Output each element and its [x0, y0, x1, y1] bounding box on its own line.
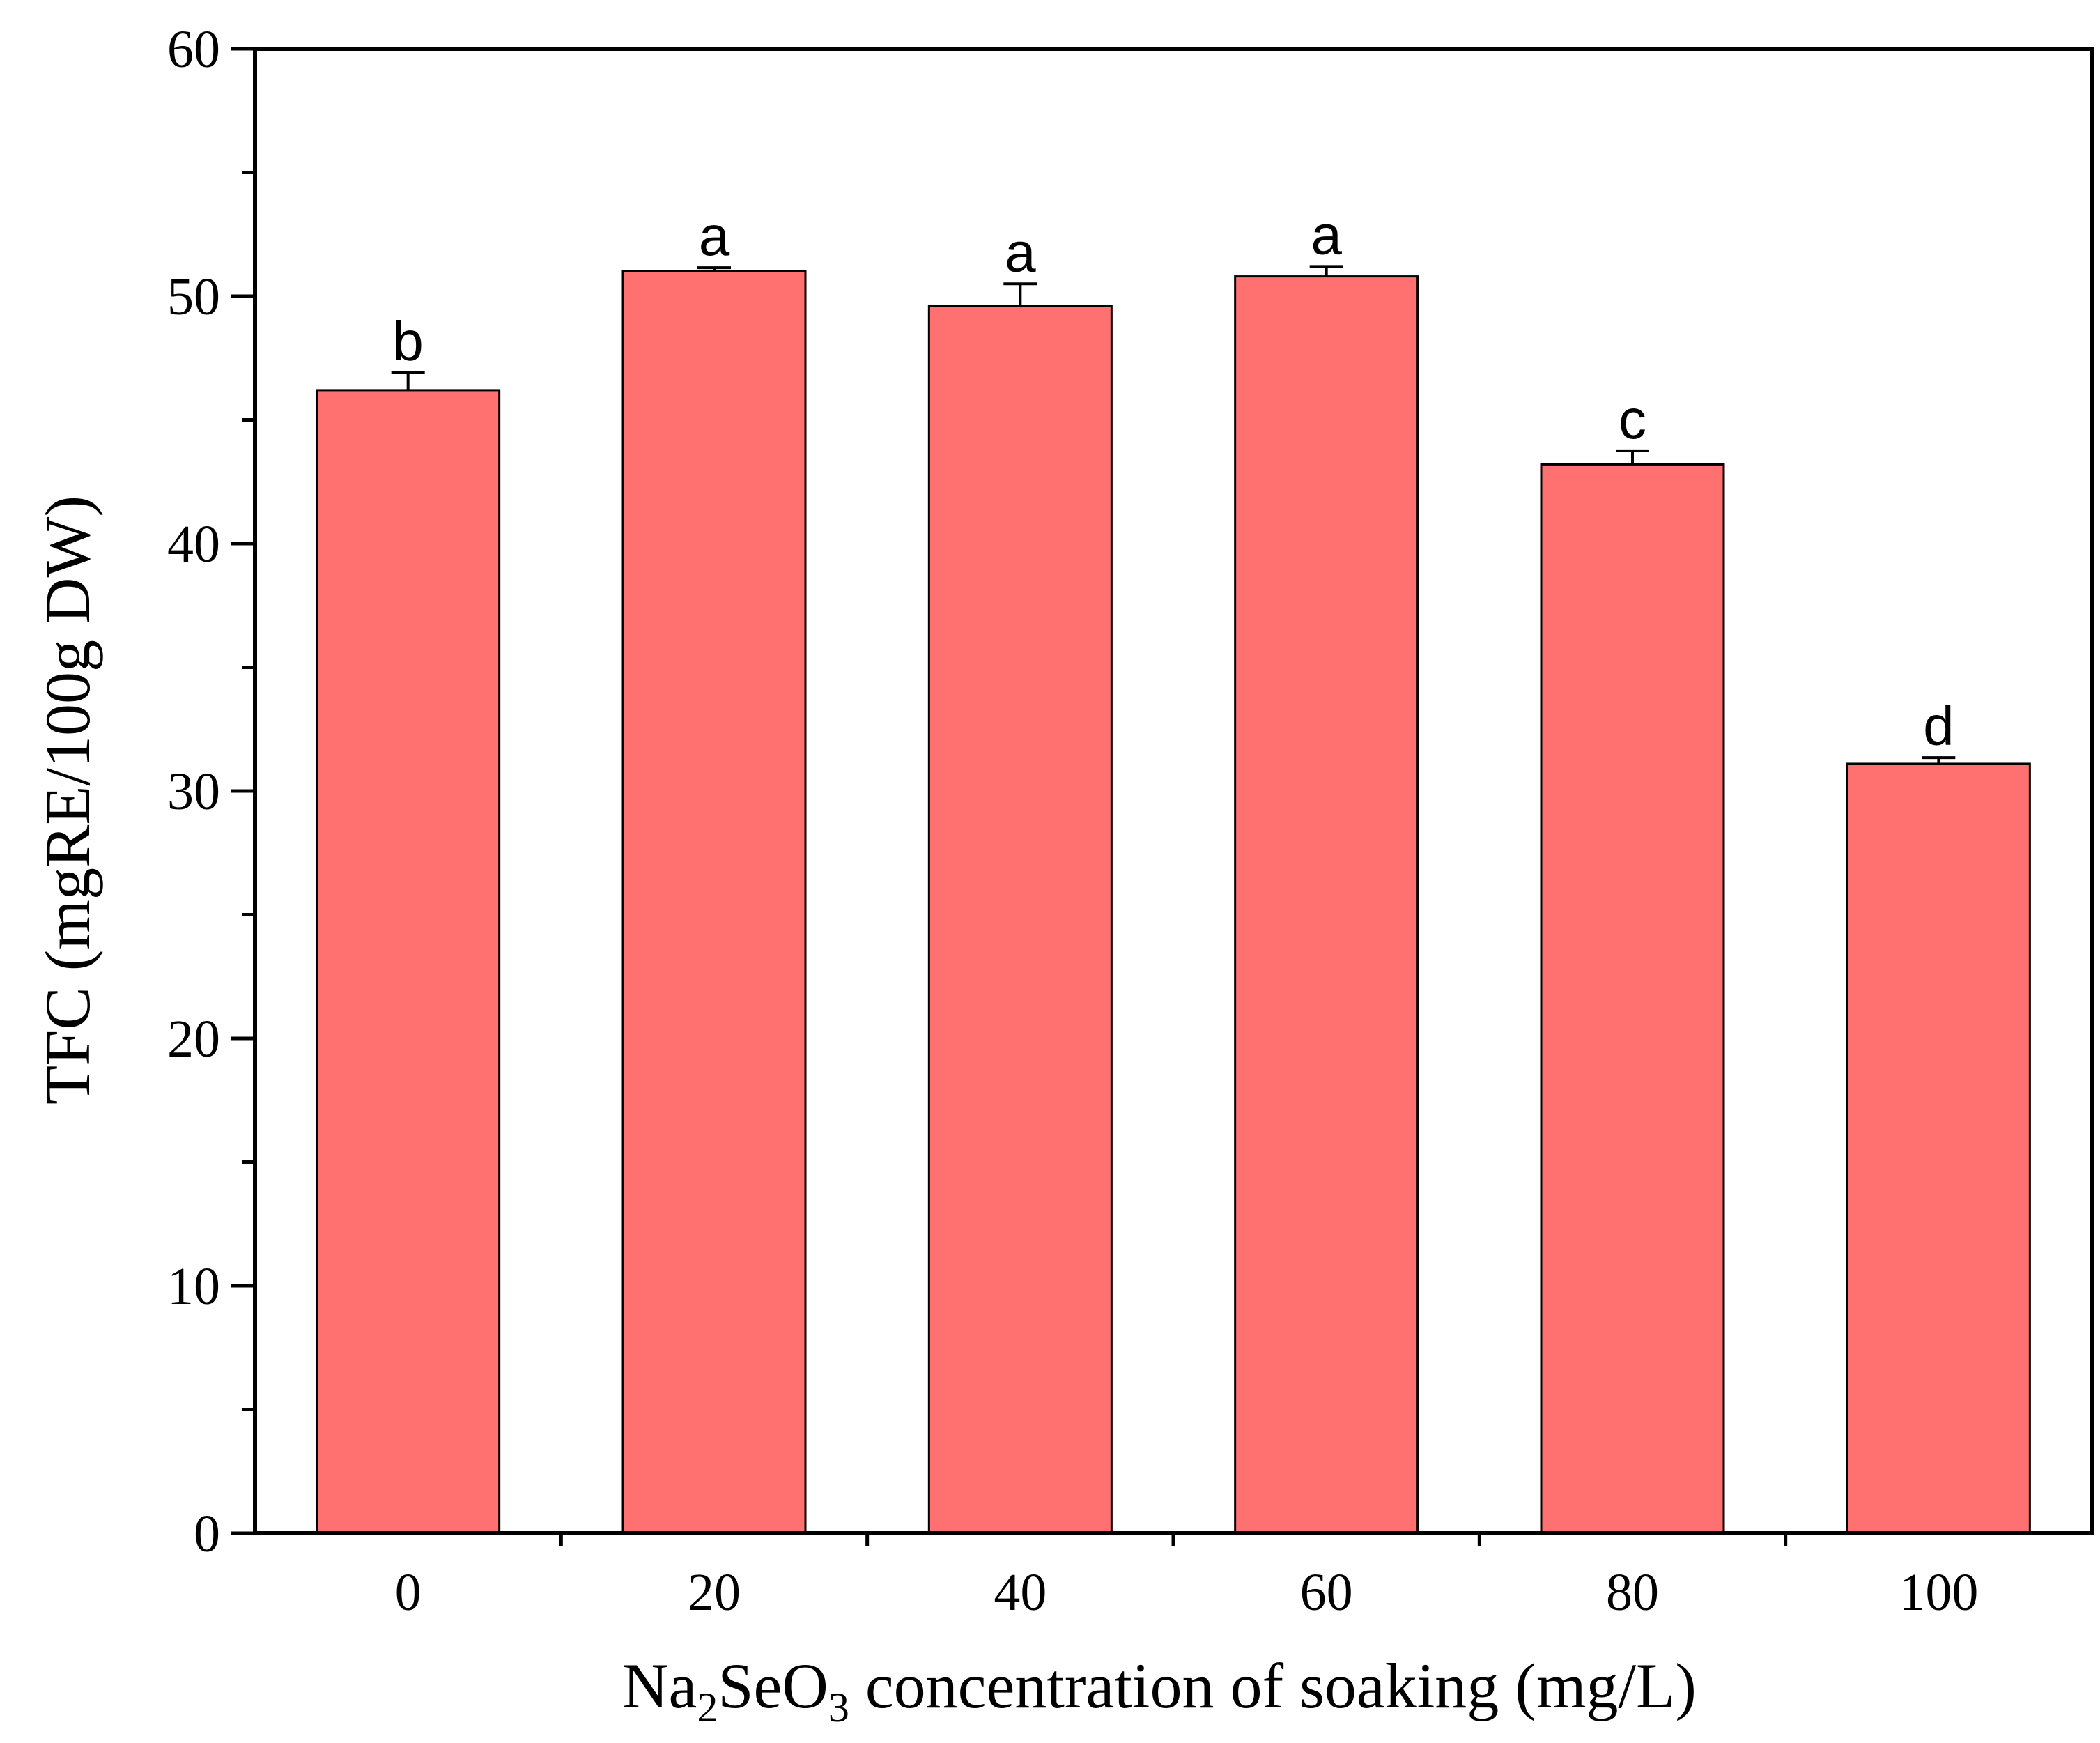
x-tick-label-60: 60	[1300, 1563, 1353, 1622]
y-tick-label-40: 40	[167, 515, 220, 574]
significance-label-80: c	[1619, 388, 1646, 450]
significance-label-60: a	[1311, 204, 1342, 266]
x-axis-title-subscript: 3	[828, 1684, 849, 1730]
x-axis-title-part: Na	[622, 1650, 697, 1721]
x-tick-label-40: 40	[994, 1563, 1047, 1622]
y-tick-label-0: 0	[194, 1505, 220, 1563]
bars-layer	[316, 270, 2031, 1535]
error-bar-40	[1003, 282, 1037, 307]
bar-20	[621, 270, 807, 1535]
significance-label-0: b	[392, 310, 424, 372]
x-axis-title-part: concentration of soaking (mg/L)	[849, 1650, 1697, 1721]
y-tick-label-10: 10	[167, 1257, 220, 1316]
bar-40	[927, 305, 1113, 1535]
x-axis-title: Na2SeO3 concentration of soaking (mg/L)	[622, 1650, 1697, 1730]
x-axis: 0 20 40 60 80 100	[395, 1533, 1978, 1622]
significance-label-20: a	[699, 205, 730, 267]
significance-labels-layer: b a a a c d	[392, 204, 1954, 757]
bar-80	[1540, 463, 1725, 1535]
x-axis-title-subscript: 2	[697, 1684, 718, 1730]
y-tick-label-20: 20	[167, 1010, 220, 1068]
x-tick-label-100: 100	[1899, 1563, 1978, 1622]
error-bar-60	[1309, 265, 1343, 277]
error-bars-layer	[391, 265, 1956, 764]
y-tick-label-50: 50	[167, 268, 220, 326]
y-axis: 0 10 20 30 40 50 60	[167, 20, 255, 1563]
x-axis-title-part: SeO	[718, 1650, 828, 1721]
error-bar-0	[391, 371, 425, 390]
significance-label-40: a	[1005, 221, 1036, 283]
error-bar-100	[1922, 756, 1956, 764]
bar-0	[316, 389, 501, 1535]
bar-60	[1234, 275, 1419, 1535]
x-tick-label-20: 20	[688, 1563, 741, 1622]
significance-label-100: d	[1923, 695, 1954, 757]
x-tick-label-80: 80	[1606, 1563, 1659, 1622]
y-tick-label-30: 30	[167, 762, 220, 821]
error-bar-20	[697, 266, 731, 272]
x-tick-label-0: 0	[395, 1563, 422, 1622]
error-bar-80	[1616, 449, 1649, 465]
plot-frame	[253, 47, 2094, 1535]
bar-100	[1846, 762, 2031, 1535]
y-axis-title: TFC (mgRE/100g DW)	[32, 496, 103, 1105]
y-tick-label-60: 60	[167, 20, 220, 79]
